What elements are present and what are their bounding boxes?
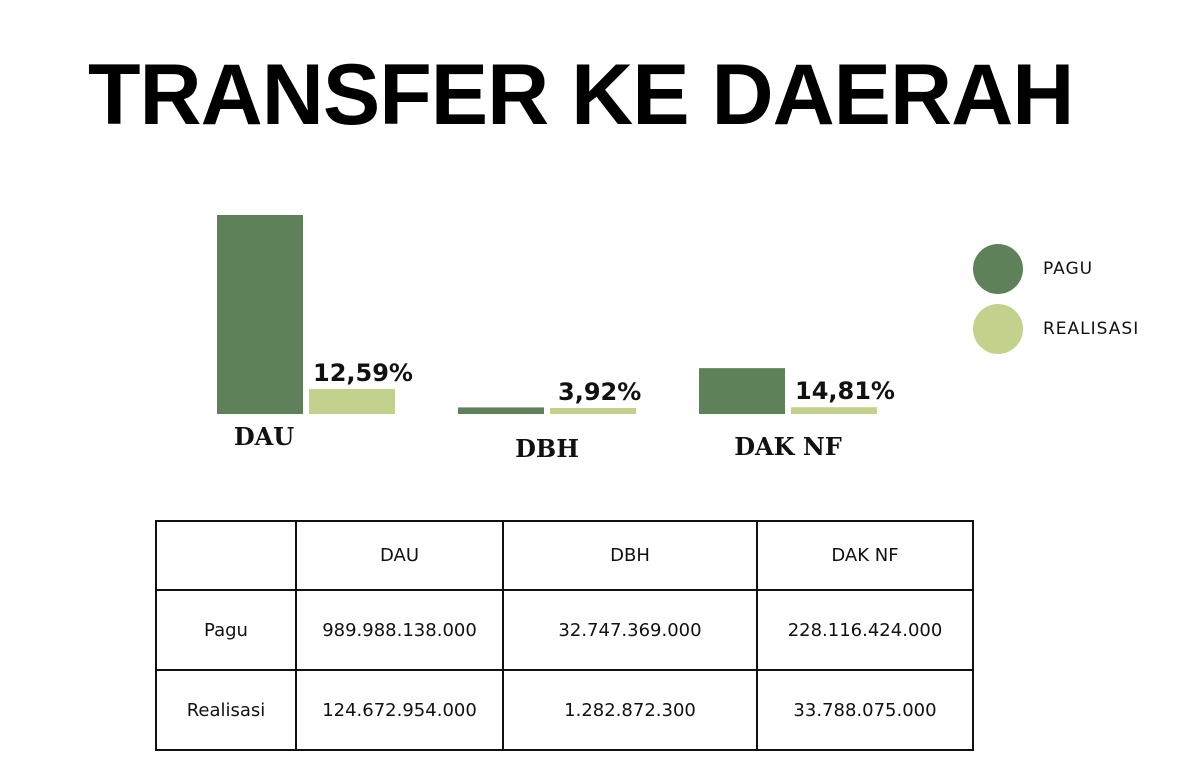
category-label: DBH [515,434,579,463]
table-header-row: DAU DBH DAK NF [155,520,974,591]
bar-pagu-dak-nf [699,368,785,414]
table-header-cell: DBH [502,520,758,591]
table-cell: 228.116.424.000 [756,589,974,671]
table-row: Pagu 989.988.138.000 32.747.369.000 228.… [155,589,974,671]
table-header-cell [155,520,297,591]
table-cell: Realisasi [155,669,297,751]
table-cell: 124.672.954.000 [295,669,504,751]
table-cell: 33.788.075.000 [756,669,974,751]
percent-label: 3,92% [558,378,641,406]
bar-pagu-dau [217,215,303,414]
legend-swatch-pagu [973,244,1023,294]
legend-swatch-realisasi [973,304,1023,354]
page-title: TRANSFER KE DAERAH [88,47,1074,143]
legend-item-realisasi: REALISASI [973,304,1139,354]
bar-realisasi-dau [309,388,395,414]
bar-chart: 12,59% DAU 3,92% DBH 14,81% DAK NF [217,215,895,463]
data-table: DAU DBH DAK NF Pagu 989.988.138.000 32.7… [155,520,974,751]
table-row: Realisasi 124.672.954.000 1.282.872.300 … [155,669,974,751]
table-header-cell: DAK NF [756,520,974,591]
bar-realisasi-dak-nf [791,407,877,414]
table-header-cell: DAU [295,520,504,591]
percent-label: 12,59% [313,359,413,387]
category-label: DAU [234,422,294,451]
table-cell: 1.282.872.300 [502,669,758,751]
category-label: DAK NF [734,432,842,461]
legend-label-realisasi: REALISASI [1043,319,1140,339]
chart-legend: PAGU REALISASI [973,244,1139,364]
table-cell: 32.747.369.000 [502,589,758,671]
percent-label: 14,81% [795,377,895,405]
bar-pagu-dbh [458,407,544,414]
legend-item-pagu: PAGU [973,244,1139,294]
table-cell: Pagu [155,589,297,671]
bar-realisasi-dbh [550,408,636,414]
legend-label-pagu: PAGU [1043,259,1094,279]
table-cell: 989.988.138.000 [295,589,504,671]
